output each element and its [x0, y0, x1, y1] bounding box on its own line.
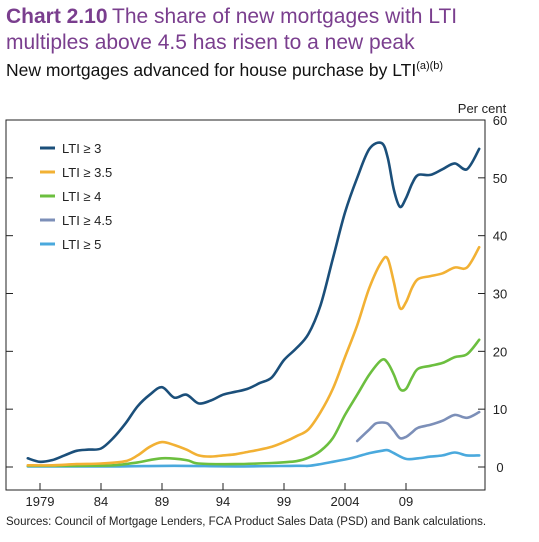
- y-tick-label: 30: [493, 287, 507, 302]
- chart-subtitle: New mortgages advanced for house purchas…: [6, 60, 443, 81]
- sources-note: Sources: Council of Mortgage Lenders, FC…: [6, 516, 487, 528]
- x-tick-label: 99: [277, 494, 291, 509]
- chart-subtitle-text: New mortgages advanced for house purchas…: [6, 60, 417, 80]
- x-tick-label: 84: [94, 494, 108, 509]
- x-axis: 1979 84 89 94 99 2004 09: [26, 483, 413, 509]
- legend-label-3: LTI ≥ 4: [62, 189, 101, 204]
- x-tick-label: 09: [399, 494, 413, 509]
- y-tick-label: 40: [493, 229, 507, 244]
- x-tick-label: 1979: [26, 494, 55, 509]
- x-tick-label: 89: [155, 494, 169, 509]
- series-line-1: [26, 141, 481, 464]
- y-tick-label: 0: [496, 460, 503, 475]
- series-line-4: [355, 410, 481, 443]
- legend: LTI ≥ 3 LTI ≥ 3.5 LTI ≥ 4 LTI ≥ 4.5 LTI ≥ 5: [40, 141, 112, 252]
- chart-number: Chart 2.10: [6, 5, 108, 28]
- y-tick-label: 50: [493, 171, 507, 186]
- series-lines: [26, 141, 481, 468]
- legend-label-1: LTI ≥ 3: [62, 141, 101, 156]
- y-tick-label: 60: [493, 113, 507, 128]
- y-tick-label: 20: [493, 344, 507, 359]
- series-line-3: [26, 338, 481, 468]
- y-axis: 0 10 20 30 40 50 60: [6, 113, 507, 475]
- legend-label-4: LTI ≥ 4.5: [62, 213, 112, 228]
- series-line-5: [26, 448, 481, 468]
- plot-frame: [5, 119, 486, 491]
- legend-label-5: LTI ≥ 5: [62, 237, 101, 252]
- x-tick-label: 2004: [331, 494, 360, 509]
- chart-title-block: Chart 2.10 The share of new mortgages wi…: [6, 4, 536, 56]
- chart-headline: The share of new mortgages with LTI mult…: [6, 5, 458, 54]
- legend-label-2: LTI ≥ 3.5: [62, 165, 112, 180]
- x-tick-label: 94: [216, 494, 230, 509]
- y-tick-label: 10: [493, 402, 507, 417]
- chart-subtitle-footnote: (a)(b): [416, 60, 444, 73]
- y-unit-label: Per cent: [458, 101, 507, 116]
- series-line-2: [26, 245, 481, 467]
